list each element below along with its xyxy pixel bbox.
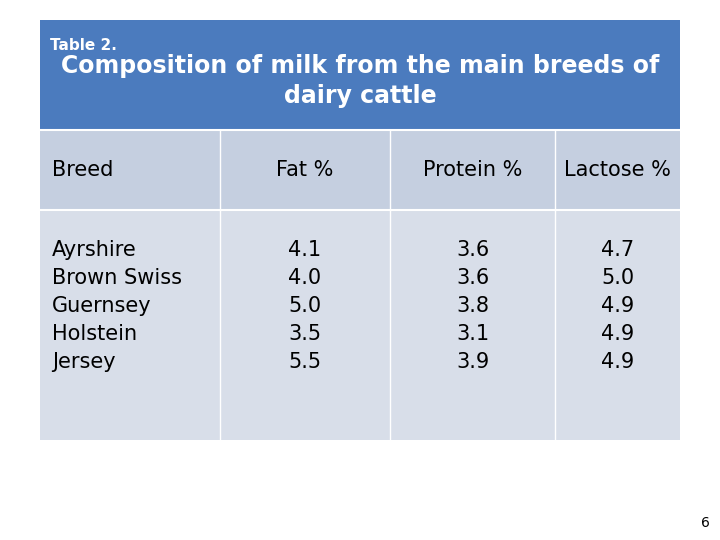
- Text: 4.0: 4.0: [289, 268, 322, 288]
- Text: 3.6: 3.6: [456, 268, 489, 288]
- Text: Fat %: Fat %: [276, 160, 333, 180]
- Text: Ayrshire: Ayrshire: [52, 240, 137, 260]
- Text: Composition of milk from the main breeds of
dairy cattle: Composition of milk from the main breeds…: [60, 54, 660, 108]
- Text: Jersey: Jersey: [52, 352, 116, 372]
- Text: 4.9: 4.9: [601, 324, 634, 344]
- Text: 5.0: 5.0: [601, 268, 634, 288]
- Text: 3.1: 3.1: [456, 324, 489, 344]
- Text: 3.8: 3.8: [456, 296, 489, 316]
- Bar: [40, 20, 680, 130]
- Text: Table 2.: Table 2.: [50, 38, 117, 53]
- Text: 3.6: 3.6: [456, 240, 489, 260]
- Bar: [40, 210, 680, 440]
- Text: Breed: Breed: [52, 160, 113, 180]
- Text: 4.9: 4.9: [601, 296, 634, 316]
- Text: 4.1: 4.1: [289, 240, 322, 260]
- Text: 3.5: 3.5: [289, 324, 322, 344]
- Text: 6: 6: [701, 516, 710, 530]
- Bar: [40, 130, 680, 210]
- Text: 3.9: 3.9: [456, 352, 489, 372]
- Text: 5.0: 5.0: [289, 296, 322, 316]
- Text: Brown Swiss: Brown Swiss: [52, 268, 182, 288]
- Text: 4.7: 4.7: [601, 240, 634, 260]
- Text: Protein %: Protein %: [423, 160, 522, 180]
- Text: 5.5: 5.5: [289, 352, 322, 372]
- Text: Guernsey: Guernsey: [52, 296, 152, 316]
- Text: Lactose %: Lactose %: [564, 160, 671, 180]
- Text: Holstein: Holstein: [52, 324, 137, 344]
- Text: 4.9: 4.9: [601, 352, 634, 372]
